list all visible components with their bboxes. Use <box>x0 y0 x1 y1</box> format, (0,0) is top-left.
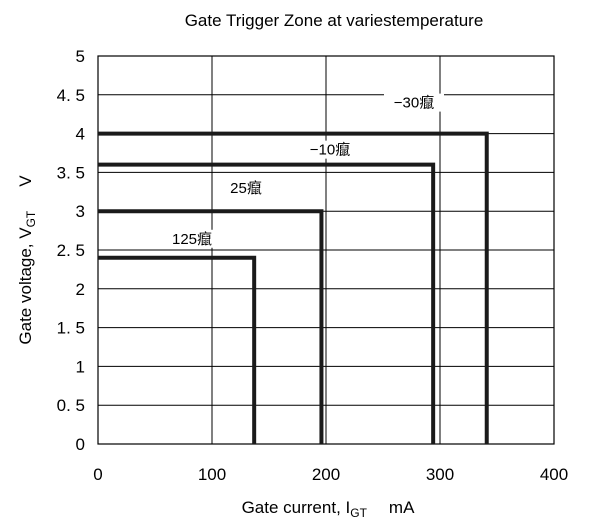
series-layer: −30癙 −10癙 25癙 125癙 <box>98 93 489 444</box>
series-label-bg <box>384 93 444 112</box>
y-tick-label: 3 <box>76 202 85 221</box>
series-line <box>98 162 436 444</box>
series-label-bg <box>220 179 272 198</box>
x-tick-labels: 0 100 200 300 400 <box>93 465 568 484</box>
series-line <box>98 131 489 444</box>
x-tick-label: 0 <box>93 465 102 484</box>
y-axis-label-unit: V <box>16 175 35 187</box>
x-axis-label-subscript: GT <box>350 506 367 520</box>
series-label: −10癙 <box>310 142 350 159</box>
y-axis-label: Gate voltage, VGT V <box>16 175 38 345</box>
y-axis-label-main: Gate voltage, V <box>16 227 35 345</box>
y-tick-label: 0. 5 <box>57 396 85 415</box>
series-line <box>98 209 324 444</box>
y-tick-label: 1 <box>76 357 85 376</box>
series-label-bg <box>162 229 222 248</box>
x-axis-label-unit: mA <box>389 498 415 517</box>
y-axis-label-subscript: GT <box>24 210 38 227</box>
y-tick-label: 3. 5 <box>57 163 85 182</box>
x-tick-label: 200 <box>312 465 340 484</box>
y-tick-labels: 0 0. 5 1 1. 5 2 2. 5 3 3. 5 4 4. 5 5 <box>57 47 85 454</box>
x-tick-label: 400 <box>540 465 568 484</box>
x-axis-label-main: Gate current, I <box>242 498 351 517</box>
x-tick-label: 300 <box>426 465 454 484</box>
series-line <box>98 255 257 444</box>
series-label: −30癙 <box>394 95 434 112</box>
plot-area-frame <box>97 55 555 445</box>
y-tick-label: 4 <box>76 125 85 144</box>
plot-border <box>97 55 555 445</box>
series-label: 25癙 <box>230 180 262 197</box>
y-tick-label: 1. 5 <box>57 319 85 338</box>
series-label: 125癙 <box>172 231 212 248</box>
y-tick-label: 5 <box>76 47 85 66</box>
x-axis-label: Gate current, IGT mA <box>242 498 416 520</box>
y-tick-label: 2. 5 <box>57 241 85 260</box>
chart-title: Gate Trigger Zone at variestemperature <box>185 11 484 30</box>
y-tick-label: 2 <box>76 280 85 299</box>
x-tick-label: 100 <box>198 465 226 484</box>
y-tick-label: 4. 5 <box>57 86 85 105</box>
series-label-bg <box>300 140 360 159</box>
y-tick-label: 0 <box>76 435 85 454</box>
